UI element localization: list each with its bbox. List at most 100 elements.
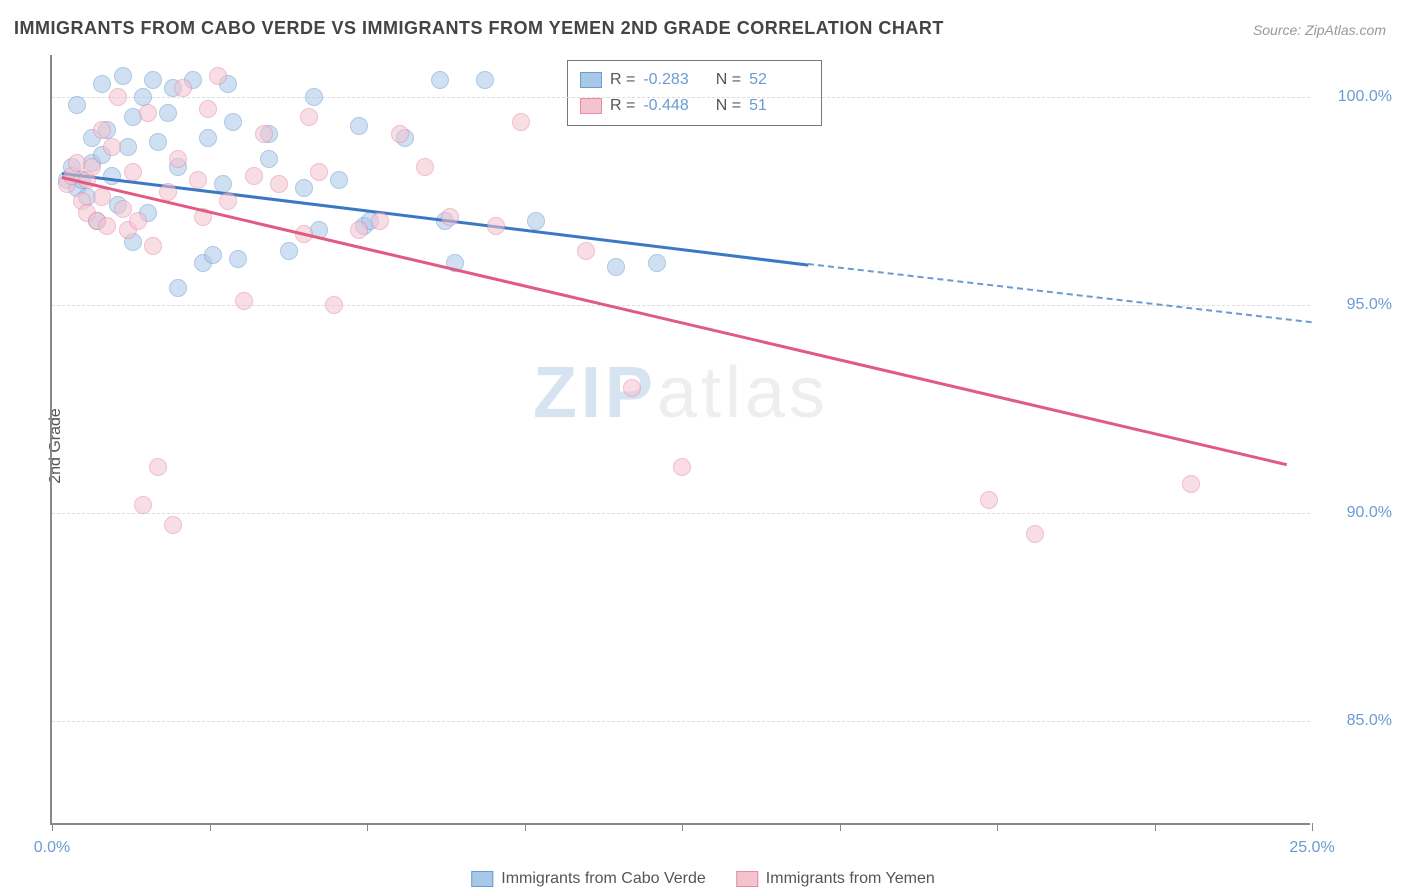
scatter-point [527, 212, 545, 230]
scatter-point [260, 150, 278, 168]
x-tick [52, 823, 53, 831]
scatter-point [124, 163, 142, 181]
bottom-legend-item: Immigrants from Cabo Verde [471, 870, 706, 888]
stat-n-label: N = [711, 67, 741, 93]
gridline-h [52, 513, 1310, 514]
scatter-point [83, 158, 101, 176]
gridline-h [52, 721, 1310, 722]
x-tick [210, 823, 211, 831]
scatter-point [134, 496, 152, 514]
stat-r-label: R = [610, 67, 635, 93]
legend-swatch [580, 98, 602, 114]
scatter-point [235, 292, 253, 310]
scatter-point [416, 158, 434, 176]
legend-swatch [736, 871, 758, 887]
scatter-point [607, 258, 625, 276]
legend-stats-row: R = -0.283 N = 52 [580, 67, 809, 93]
scatter-point [300, 108, 318, 126]
scatter-point [441, 208, 459, 226]
scatter-point [149, 458, 167, 476]
legend-swatch [580, 72, 602, 88]
scatter-point [1182, 475, 1200, 493]
chart-title: IMMIGRANTS FROM CABO VERDE VS IMMIGRANTS… [14, 18, 944, 39]
watermark: ZIPatlas [533, 352, 829, 434]
scatter-point [114, 67, 132, 85]
scatter-point [199, 129, 217, 147]
x-tick [682, 823, 683, 831]
scatter-point [255, 125, 273, 143]
x-tick [840, 823, 841, 831]
scatter-plot-area: ZIPatlas R = -0.283 N = 52R = -0.448 N =… [50, 55, 1310, 825]
source-label: Source: ZipAtlas.com [1253, 22, 1386, 38]
scatter-point [109, 88, 127, 106]
scatter-point [93, 121, 111, 139]
scatter-point [280, 242, 298, 260]
scatter-point [1026, 525, 1044, 543]
scatter-point [159, 104, 177, 122]
x-tick-label: 25.0% [1289, 839, 1334, 857]
y-tick-label: 100.0% [1322, 88, 1392, 106]
stat-r-value: -0.283 [643, 67, 703, 93]
scatter-point [169, 279, 187, 297]
scatter-point [648, 254, 666, 272]
legend-swatch [471, 871, 493, 887]
scatter-point [139, 104, 157, 122]
scatter-point [229, 250, 247, 268]
scatter-point [129, 212, 147, 230]
scatter-point [204, 246, 222, 264]
x-tick [1312, 823, 1313, 831]
bottom-legend-label: Immigrants from Cabo Verde [501, 870, 706, 888]
scatter-point [350, 117, 368, 135]
watermark-atlas: atlas [657, 353, 829, 433]
scatter-point [245, 167, 263, 185]
scatter-point [673, 458, 691, 476]
scatter-point [93, 188, 111, 206]
scatter-point [93, 75, 111, 93]
y-tick-label: 90.0% [1322, 504, 1392, 522]
x-tick [1155, 823, 1156, 831]
trendline [808, 263, 1312, 323]
trendline [62, 176, 1287, 466]
scatter-point [350, 221, 368, 239]
scatter-point [431, 71, 449, 89]
scatter-point [68, 96, 86, 114]
gridline-h [52, 97, 1310, 98]
scatter-point [623, 379, 641, 397]
x-tick [997, 823, 998, 831]
y-tick-label: 85.0% [1322, 712, 1392, 730]
scatter-point [98, 217, 116, 235]
scatter-point [164, 516, 182, 534]
scatter-point [512, 113, 530, 131]
scatter-point [189, 171, 207, 189]
scatter-point [219, 192, 237, 210]
legend-stats-box: R = -0.283 N = 52R = -0.448 N = 51 [567, 60, 822, 126]
y-tick-label: 95.0% [1322, 296, 1392, 314]
scatter-point [391, 125, 409, 143]
scatter-point [114, 200, 132, 218]
scatter-point [487, 217, 505, 235]
bottom-legend-item: Immigrants from Yemen [736, 870, 935, 888]
x-tick-label: 0.0% [34, 839, 70, 857]
scatter-point [144, 71, 162, 89]
scatter-point [224, 113, 242, 131]
scatter-point [295, 179, 313, 197]
scatter-point [149, 133, 167, 151]
scatter-point [169, 150, 187, 168]
scatter-point [371, 212, 389, 230]
scatter-point [980, 491, 998, 509]
scatter-point [199, 100, 217, 118]
scatter-point [270, 175, 288, 193]
stat-n-value: 52 [749, 67, 809, 93]
scatter-point [310, 163, 328, 181]
scatter-point [134, 88, 152, 106]
bottom-legend-label: Immigrants from Yemen [766, 870, 935, 888]
scatter-point [209, 67, 227, 85]
scatter-point [174, 79, 192, 97]
scatter-point [476, 71, 494, 89]
scatter-point [103, 138, 121, 156]
x-tick [367, 823, 368, 831]
scatter-point [577, 242, 595, 260]
bottom-legend: Immigrants from Cabo Verde Immigrants fro… [471, 870, 934, 888]
scatter-point [325, 296, 343, 314]
scatter-point [305, 88, 323, 106]
